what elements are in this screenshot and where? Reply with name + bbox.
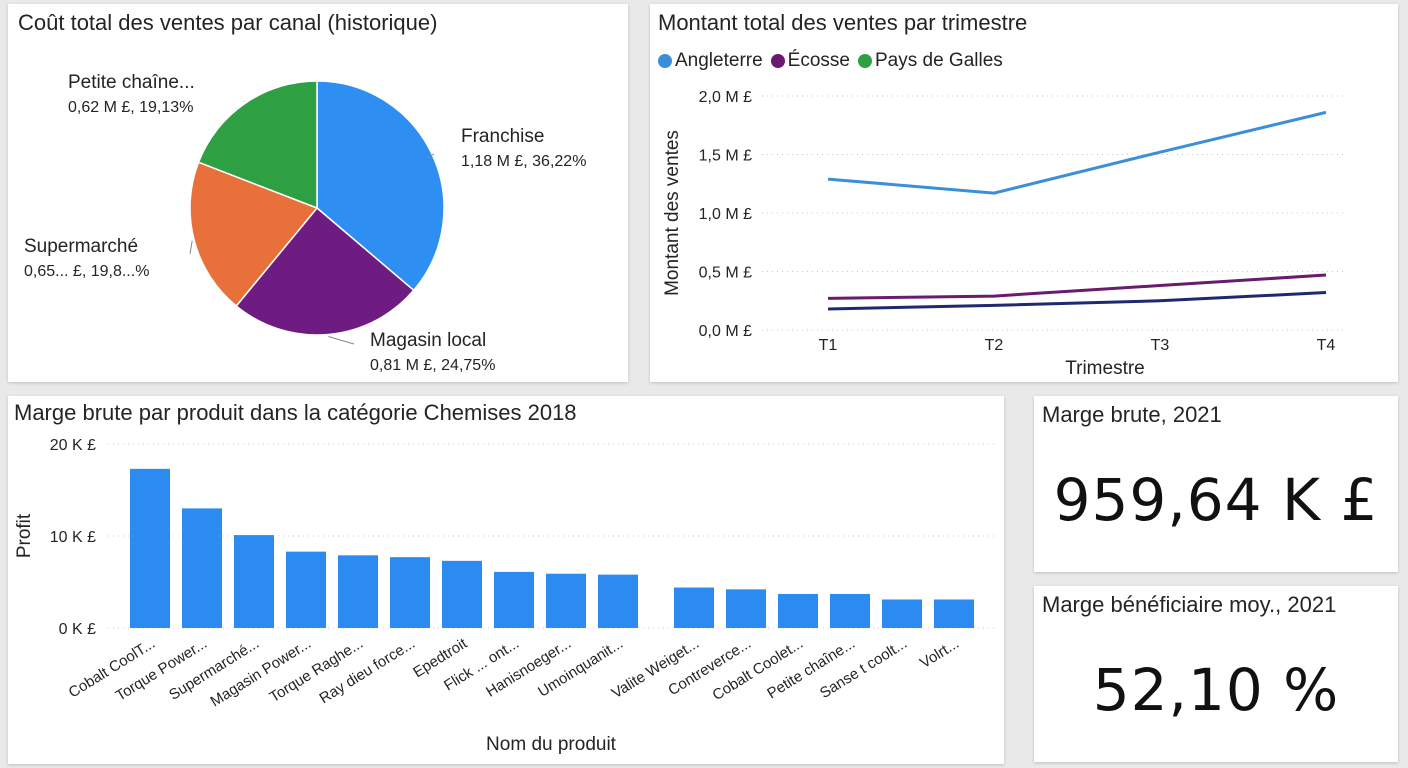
y-tick-label: 0,0 M £: [699, 323, 752, 340]
bar-panel: Marge brute par produit dans la catégori…: [8, 396, 1004, 764]
legend-item-ecosse[interactable]: Écosse: [770, 50, 850, 72]
legend-label: Angleterre: [675, 50, 763, 71]
y-axis-title: Montant des ventes: [662, 130, 683, 296]
line-panel: Montant total des ventes par trimestre A…: [650, 4, 1398, 382]
pie-label: Supermarché: [24, 236, 138, 257]
x-tick-label: Cobalt Coolet...: [709, 635, 806, 704]
pie-chart[interactable]: Franchise 1,18 M £, 36,22% Magasin local 0,…: [8, 4, 628, 382]
pie-value-label: 0,65... £, 19,8...%: [24, 263, 149, 280]
x-axis-title: Trimestre: [1065, 358, 1145, 379]
bar[interactable]: [234, 535, 274, 628]
pie-slice[interactable]: [235, 206, 415, 336]
x-tick-label: Ray dieu force...: [316, 635, 418, 707]
y-tick-label: 1,5 M £: [699, 148, 752, 165]
bar[interactable]: [338, 555, 378, 628]
bar[interactable]: [546, 573, 586, 628]
bar[interactable]: [726, 589, 766, 628]
x-axis-title: Nom du produit: [486, 734, 617, 755]
pie-leader-line: [328, 336, 355, 345]
x-tick-label: T1: [819, 337, 838, 354]
legend-item-pays-de-galles[interactable]: Pays de Galles: [857, 50, 1003, 72]
bar[interactable]: [778, 593, 818, 628]
series-line[interactable]: [827, 291, 1327, 311]
bar[interactable]: [494, 571, 534, 628]
line-legend: Angleterre Écosse Pays de Galles: [658, 50, 1003, 72]
pie-leader-line: [427, 153, 435, 159]
card-value: 959,64 K £: [1053, 466, 1379, 534]
x-tick-label: Sanse t coolt...: [817, 635, 910, 702]
x-tick-label: Volrt...: [917, 635, 962, 672]
bar[interactable]: [390, 557, 430, 628]
avg-margin-card[interactable]: Marge bénéficiaire moy., 2021 52,10 %: [1034, 586, 1398, 762]
y-tick-label: 0,5 M £: [699, 265, 752, 282]
bar[interactable]: [286, 551, 326, 628]
pie-panel: Coût total des ventes par canal (histori…: [8, 4, 628, 382]
pie-slice[interactable]: [189, 161, 319, 308]
card-title: Marge bénéficiaire moy., 2021: [1042, 592, 1337, 617]
x-tick-label: Torque Power...: [113, 635, 210, 705]
y-tick-label: 10 K £: [50, 529, 96, 546]
x-tick-label: Petite chaîne...: [764, 635, 858, 702]
series-line[interactable]: [827, 273, 1327, 300]
legend-dot-icon: [770, 54, 785, 68]
y-tick-label: 0 K £: [59, 621, 96, 638]
y-tick-label: 1,0 M £: [699, 206, 752, 223]
line-title: Montant total des ventes par trimestre: [658, 10, 1028, 35]
bar-chart[interactable]: 0 K £ 10 K £ 20 K £ Cobalt CoolT...Torque P…: [8, 396, 1004, 764]
bar[interactable]: [182, 508, 222, 628]
bar[interactable]: [934, 599, 974, 628]
gross-margin-card[interactable]: Marge brute, 2021 959,64 K £: [1034, 396, 1398, 572]
legend-dot-icon: [658, 54, 672, 68]
y-tick-label: 20 K £: [50, 437, 96, 454]
y-tick-label: 2,0 M £: [699, 89, 752, 106]
pie-value-label: 0,81 M £, 24,75%: [370, 357, 495, 374]
bar[interactable]: [830, 593, 870, 628]
pie-value-label: 1,18 M £, 36,22%: [461, 153, 586, 170]
x-tick-label: T4: [1317, 337, 1336, 354]
bar[interactable]: [130, 468, 170, 628]
bar[interactable]: [882, 599, 922, 628]
pie-leader-line: [189, 240, 193, 255]
pie-title: Coût total des ventes par canal (histori…: [18, 10, 438, 35]
legend-label: Pays de Galles: [874, 50, 1003, 71]
x-tick-label: T3: [1151, 337, 1170, 354]
bar[interactable]: [674, 587, 714, 628]
bar[interactable]: [598, 574, 638, 628]
pie-label: Petite chaîne...: [68, 72, 195, 93]
card-value: 52,10 %: [1092, 656, 1340, 724]
legend-item-angleterre[interactable]: Angleterre: [658, 50, 763, 72]
series-line[interactable]: [827, 110, 1327, 195]
pie-label: Franchise: [461, 126, 544, 147]
bar-title: Marge brute par produit dans la catégori…: [14, 400, 577, 425]
legend-label: Écosse: [787, 50, 850, 71]
bar[interactable]: [442, 560, 482, 628]
pie-label: Magasin local: [370, 330, 486, 351]
pie-value-label: 0,62 M £, 19,13%: [68, 99, 193, 116]
card-title: Marge brute, 2021: [1042, 402, 1222, 427]
line-chart[interactable]: 0,0 M £ 0,5 M £ 1,0 M £ 1,5 M £ 2,0 M £ T1 T2 T…: [650, 4, 1398, 382]
x-tick-label: T2: [985, 337, 1004, 354]
legend-dot-icon: [857, 54, 872, 68]
y-axis-title: Profit: [14, 513, 35, 558]
x-tick-label: Cobalt CoolT...: [66, 635, 158, 702]
pie-slice[interactable]: [197, 80, 318, 210]
